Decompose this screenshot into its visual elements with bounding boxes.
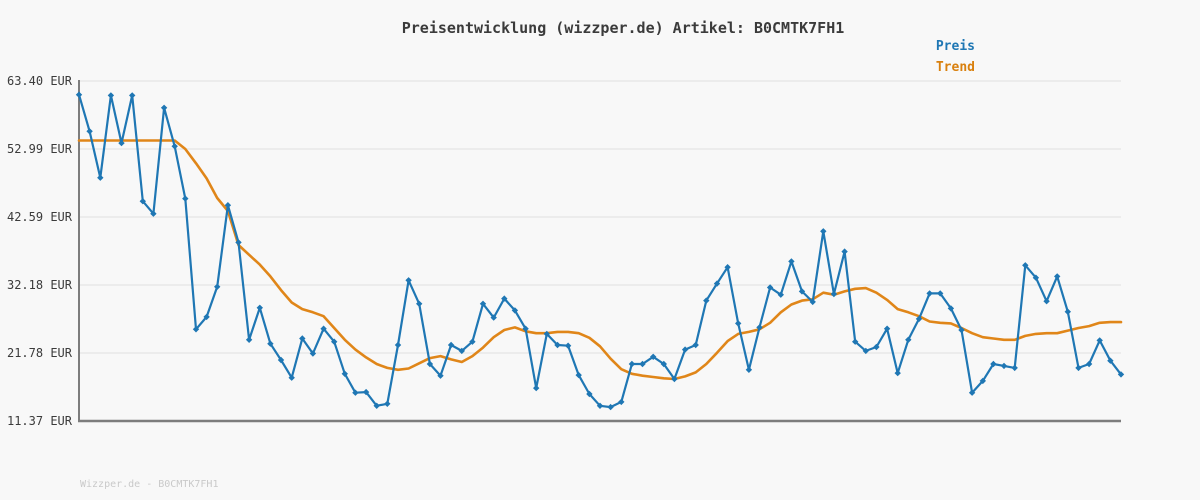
y-tick-label: 32.18 EUR	[6, 278, 72, 292]
y-tick-label: 63.40 EUR	[6, 74, 72, 88]
y-tick-label: 21.78 EUR	[6, 346, 72, 360]
y-tick-label: 11.37 EUR	[6, 414, 72, 428]
legend-item-preis: Preis	[935, 39, 975, 54]
y-tick-label: 52.99 EUR	[6, 142, 72, 156]
chart-title: Preisentwicklung (wizzper.de) Artikel: B…	[401, 19, 845, 37]
legend-item-trend: Trend	[935, 60, 975, 75]
y-tick-label: 42.59 EUR	[6, 210, 72, 224]
watermark-text: Wizzper.de - B0CMTK7FH1	[80, 479, 219, 490]
trend-line	[77, 139, 1123, 381]
price-line	[77, 93, 1123, 409]
